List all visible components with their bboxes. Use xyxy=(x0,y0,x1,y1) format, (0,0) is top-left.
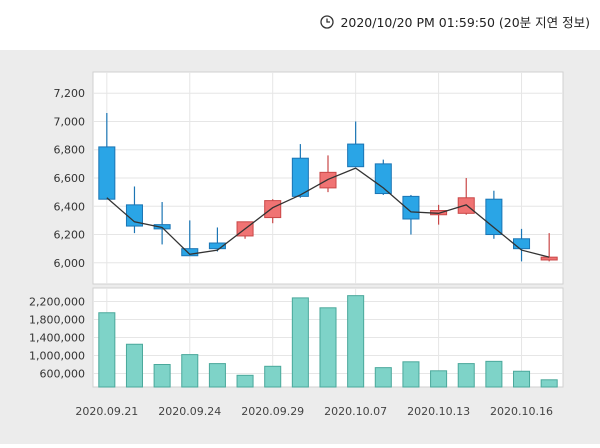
volume-bar xyxy=(208,363,226,388)
candle-body xyxy=(513,238,531,250)
candle-body xyxy=(181,248,199,257)
price-y-tick-label: 6,400 xyxy=(54,200,86,213)
volume-bar xyxy=(125,343,143,388)
x-tick-label: 2020.09.21 xyxy=(75,405,138,418)
volume-bar xyxy=(98,312,116,388)
volume-y-tick-label: 2,200,000 xyxy=(29,296,85,309)
timestamp-text: 2020/10/20 PM 01:59:50 (20분 지연 정보) xyxy=(340,15,590,30)
chart-panel: 7,200 7,000 6,800 6,600 6,400 6,200 6,000 2,200… xyxy=(0,50,600,444)
candle-body xyxy=(153,224,171,230)
price-y-tick-label: 7,200 xyxy=(54,87,86,100)
candle-body xyxy=(291,157,309,197)
volume-y-tick-label: 600,000 xyxy=(40,368,86,381)
price-y-tick-label: 6,600 xyxy=(54,172,86,185)
candle-body xyxy=(264,200,282,219)
candle-body xyxy=(402,195,420,220)
x-tick-label: 2020.10.13 xyxy=(407,405,470,418)
timestamp: 2020/10/20 PM 01:59:50 (20분 지연 정보) xyxy=(320,12,590,31)
volume-y-tick-label: 1,400,000 xyxy=(29,332,85,345)
x-tick-label: 2020.09.29 xyxy=(241,405,304,418)
volume-bar xyxy=(319,307,337,388)
candle-body xyxy=(374,163,392,195)
volume-bar xyxy=(513,370,531,388)
volume-bar xyxy=(264,365,282,388)
volume-y-tick-label: 1,000,000 xyxy=(29,350,85,363)
candle-body xyxy=(347,143,365,168)
volume-bar xyxy=(540,379,558,388)
price-y-tick-label: 6,200 xyxy=(54,229,86,242)
volume-bar xyxy=(485,360,503,388)
volume-bar xyxy=(153,364,171,388)
volume-bar xyxy=(430,370,448,388)
price-y-tick-label: 7,000 xyxy=(54,115,86,128)
clock-icon xyxy=(320,14,335,29)
volume-y-tick-label: 1,800,000 xyxy=(29,314,85,327)
volume-bar xyxy=(374,367,392,388)
price-y-tick-label: 6,800 xyxy=(54,144,86,157)
price-y-tick-label: 6,000 xyxy=(54,257,86,270)
volume-bar xyxy=(402,361,420,388)
volume-bar xyxy=(347,295,365,388)
volume-bar xyxy=(457,363,475,388)
volume-bar xyxy=(181,354,199,388)
volume-bar xyxy=(291,297,309,388)
stock-chart: 7,200 7,000 6,800 6,600 6,400 6,200 6,000 2,200… xyxy=(29,71,564,418)
candle-body xyxy=(98,146,116,200)
x-tick-label: 2020.10.16 xyxy=(490,405,553,418)
candle-body xyxy=(540,256,558,261)
candle-body xyxy=(208,242,226,250)
x-tick-label: 2020.09.24 xyxy=(158,405,221,418)
x-tick-label: 2020.10.07 xyxy=(324,405,387,418)
candle-body xyxy=(485,198,503,236)
volume-bar xyxy=(236,374,254,388)
moving-average-line xyxy=(106,167,550,258)
